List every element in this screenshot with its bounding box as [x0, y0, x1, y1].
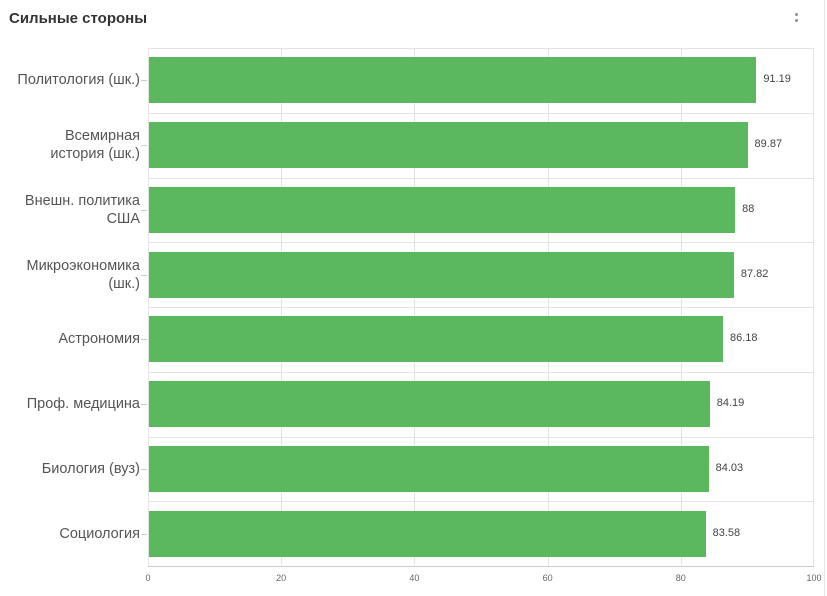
x-tick-label: 100 [806, 573, 822, 583]
bar[interactable] [149, 510, 706, 557]
grid-line-horizontal [148, 113, 814, 114]
category-label-line: Микроэкономика [26, 257, 141, 274]
grid-line-horizontal [148, 437, 814, 438]
bar-value-label: 84.03 [715, 461, 744, 474]
grid-line-horizontal [148, 178, 814, 179]
y-tick-mark [141, 80, 147, 81]
x-tick-label: 0 [145, 573, 151, 583]
bar[interactable] [149, 445, 709, 492]
grid-line-horizontal [148, 501, 814, 502]
y-tick-mark [141, 469, 147, 470]
category-label: Всемирная история (шк.) [0, 127, 140, 163]
x-tick-label: 20 [276, 573, 287, 583]
bar-value-label: 89.87 [754, 138, 783, 151]
x-axis-line [148, 566, 814, 567]
category-label-line: Биология (вуз) [41, 460, 140, 477]
bar[interactable] [149, 251, 734, 298]
plot-area: 91.19 89.87 88 87.82 86.18 84.19 84.03 83.58 [148, 48, 814, 567]
category-label-line: Астрономия [58, 331, 140, 348]
category-label-line: США [106, 210, 140, 227]
grid-line-horizontal [148, 48, 814, 49]
bar[interactable] [149, 186, 736, 233]
category-label: Внешн. политика США [0, 192, 140, 228]
bar-value-label: 84.19 [716, 397, 745, 410]
y-tick-mark [141, 534, 147, 535]
vertical-ellipsis-icon [795, 19, 798, 22]
category-label-line: Внешн. политика [24, 192, 140, 209]
category-label-line: история (шк.) [50, 146, 140, 163]
bar-value-label: 87.82 [740, 267, 769, 280]
category-label-line: Социология [59, 525, 140, 542]
category-label: Астрономия [0, 330, 140, 348]
category-label: Социология [0, 525, 140, 543]
y-tick-mark [141, 210, 147, 211]
more-options-button[interactable] [790, 10, 804, 30]
x-tick-label: 80 [675, 573, 686, 583]
category-label-line: (шк.) [108, 275, 140, 292]
bar[interactable] [149, 316, 723, 363]
bar-value-label: 86.18 [729, 332, 758, 345]
category-label-line: Политология (шк.) [17, 72, 140, 89]
bar-value-label: 91.19 [763, 73, 791, 86]
y-tick-mark [141, 339, 147, 340]
x-tick-label: 40 [409, 573, 420, 583]
category-label-line: Всемирная [64, 128, 140, 145]
chart-title: Сильные стороны [9, 10, 148, 27]
grid-line-horizontal [148, 242, 814, 243]
bar-value-label: 83.58 [712, 526, 741, 539]
category-label: Политология (шк.) [0, 71, 140, 89]
category-label-line: Проф. медицина [26, 396, 140, 413]
panel-border [824, 0, 825, 596]
bar[interactable] [149, 122, 748, 169]
bar[interactable] [149, 57, 757, 104]
bar-value-label: 88 [742, 202, 755, 215]
vertical-ellipsis-icon [795, 13, 798, 16]
bar[interactable] [149, 381, 710, 428]
grid-line-horizontal [148, 372, 814, 373]
y-tick-mark [141, 404, 147, 405]
y-tick-mark [141, 145, 147, 146]
category-label: Микроэкономика (шк.) [0, 257, 141, 293]
x-tick-label: 60 [542, 573, 553, 583]
category-label: Биология (вуз) [0, 460, 140, 478]
category-label: Проф. медицина [0, 395, 140, 413]
y-tick-mark [141, 275, 147, 276]
grid-line-horizontal [148, 307, 814, 308]
